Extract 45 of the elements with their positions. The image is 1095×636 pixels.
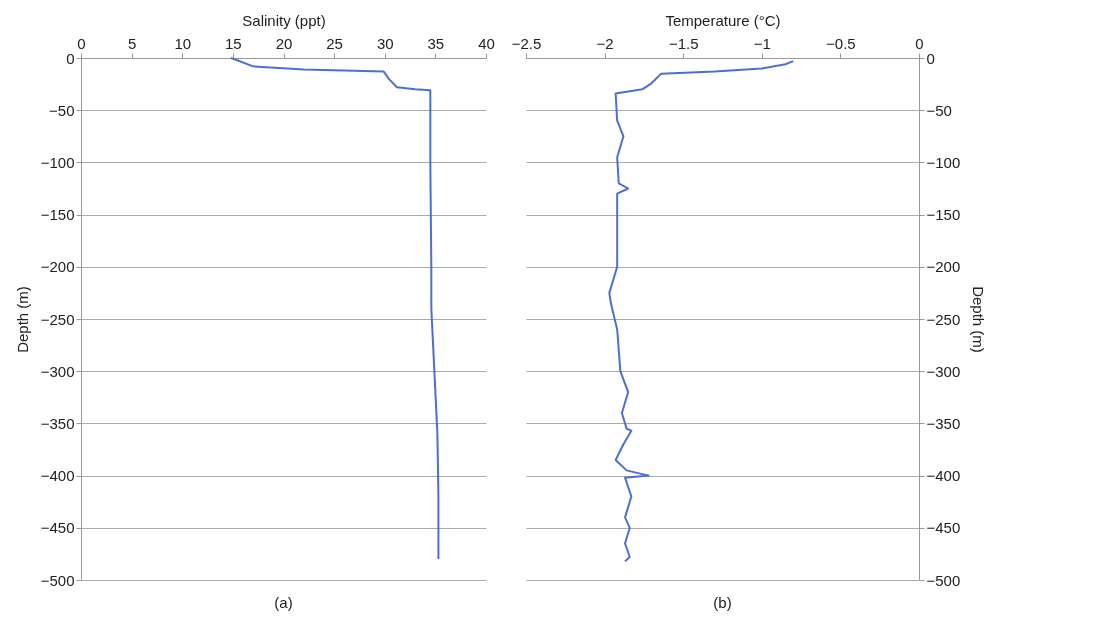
- x-tick-label: 0: [77, 34, 86, 52]
- x-tick-label: −0.5: [826, 34, 856, 52]
- y2-tick-label: −250: [926, 310, 961, 328]
- y2-tick-label: −400: [926, 467, 961, 485]
- x-axis-title: Salinity (ppt): [242, 11, 326, 29]
- y2-tick-label: 0: [926, 49, 935, 67]
- y-tick-label: −50: [49, 101, 75, 119]
- y-tick-label: −400: [40, 467, 75, 485]
- y2-axis-title: Depth (m): [970, 286, 988, 353]
- x-tick-label: 10: [174, 34, 192, 52]
- y-tick-label: −450: [40, 519, 75, 537]
- y2-tick-label: −200: [926, 258, 961, 276]
- y2-tick-label: −50: [926, 101, 952, 119]
- x-tick-label: −1: [753, 34, 771, 52]
- y2-tick-label: −450: [926, 519, 961, 537]
- y-tick-label: −250: [40, 310, 75, 328]
- x-tick-label: −2.5: [511, 34, 542, 52]
- x-tick-label: 30: [376, 34, 394, 52]
- y-tick-label: −100: [40, 153, 75, 171]
- x-tick-label: 25: [326, 34, 343, 52]
- y-tick-label: −150: [40, 206, 75, 224]
- y-tick-label: −200: [40, 258, 75, 276]
- y2-tick-label: −150: [926, 206, 961, 224]
- x-tick-label: 20: [275, 34, 293, 52]
- y-tick-label: 0: [66, 49, 75, 67]
- text: (b): [713, 594, 732, 611]
- y-tick-label: −350: [40, 414, 75, 432]
- x-tick-label: 40: [478, 34, 495, 52]
- line-series: [608, 60, 795, 563]
- x-tick-label: −2: [596, 34, 614, 52]
- y-tick-label: −300: [40, 362, 75, 380]
- x-axis-title: Temperature (°C): [665, 11, 781, 29]
- y-tick-label: −500: [40, 571, 75, 589]
- x-tick-label: 35: [427, 34, 445, 52]
- y2-tick-label: −350: [926, 414, 961, 432]
- line-series: [229, 57, 440, 561]
- y2-tick-label: −500: [926, 571, 961, 589]
- x-tick-label: 0: [915, 34, 924, 52]
- y-axis-title: Depth (m): [13, 286, 31, 353]
- x-tick-label: −1.5: [668, 34, 699, 52]
- x-tick-label: 15: [225, 34, 242, 52]
- y2-tick-label: −300: [926, 362, 961, 380]
- y2-tick-label: −100: [926, 153, 961, 171]
- x-tick-label: 5: [127, 34, 137, 52]
- text: (a): [274, 594, 293, 611]
